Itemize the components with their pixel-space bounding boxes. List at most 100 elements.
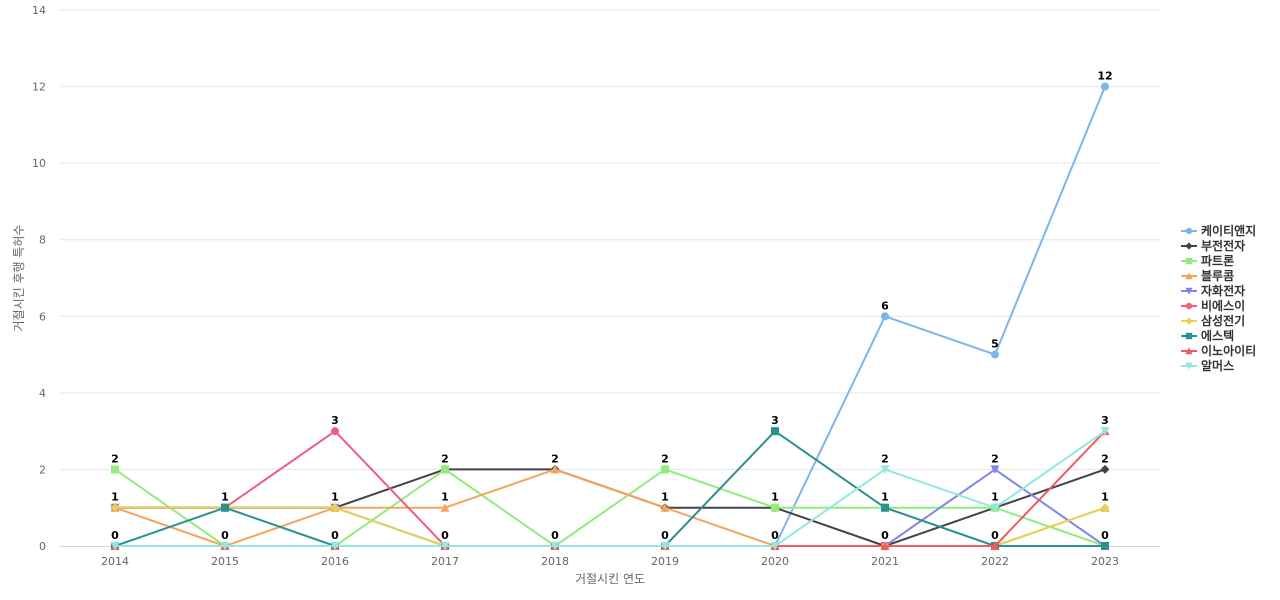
data-point (221, 503, 229, 512)
data-label: 12 (1097, 70, 1112, 83)
y-tick-label: 8 (39, 234, 46, 247)
legend-label: 비에스이 (1201, 298, 1245, 313)
x-axis-ticks: 2014 2015 2016 2017 2018 2019 2020 2021 2022 2023 (101, 555, 1119, 568)
data-label: 0 (1101, 529, 1109, 542)
data-label: 5 (991, 338, 999, 351)
data-label: 3 (1101, 414, 1109, 427)
series-line (115, 430, 1106, 547)
legend-item[interactable]: 자화전자 (1181, 283, 1245, 298)
data-label: 0 (331, 529, 339, 542)
x-axis-title: 거절시킨 연도 (575, 572, 645, 586)
data-label: 0 (441, 529, 449, 542)
legend-label: 삼성전기 (1201, 313, 1245, 328)
grid-lines (60, 9, 1160, 470)
data-label: 3 (331, 414, 339, 427)
x-tick-label: 2020 (761, 555, 789, 568)
x-tick-label: 2023 (1091, 555, 1119, 568)
data-point (661, 465, 669, 474)
data-label: 2 (661, 452, 669, 465)
data-label: 1 (991, 491, 999, 504)
x-tick-label: 2021 (871, 555, 899, 568)
series-group (110, 82, 1110, 551)
y-tick-label: 6 (39, 310, 46, 323)
legend-item[interactable]: 부전전자 (1181, 238, 1245, 253)
data-point (550, 542, 560, 551)
data-label: 2 (551, 452, 559, 465)
data-point (441, 465, 449, 474)
data-point (990, 503, 1000, 513)
data-point (770, 542, 780, 551)
data-point (881, 312, 889, 321)
x-tick-label: 2017 (431, 555, 459, 568)
legend-item[interactable]: 이노아이티 (1181, 343, 1256, 358)
data-label: 1 (331, 491, 339, 504)
data-label: 1 (1101, 491, 1109, 504)
data-point (330, 542, 340, 551)
data-point (111, 465, 119, 474)
x-tick-label: 2014 (101, 555, 129, 568)
data-label: 1 (771, 491, 779, 504)
y-tick-label: 4 (39, 387, 46, 400)
x-tick-label: 2019 (651, 555, 679, 568)
legend-label: 블루콤 (1201, 269, 1234, 283)
data-point (110, 542, 120, 551)
legend-label: 케이티앤지 (1201, 223, 1256, 238)
legend-marker (1185, 257, 1193, 265)
legend-label: 에스텍 (1201, 328, 1234, 343)
y-tick-label: 0 (39, 540, 46, 553)
legend-item[interactable]: 에스텍 (1181, 328, 1234, 343)
legend-item[interactable]: 삼성전기 (1181, 313, 1245, 328)
data-label: 3 (771, 414, 779, 427)
legend-marker (1185, 302, 1193, 310)
data-point (660, 503, 670, 512)
series-line (115, 506, 1106, 547)
data-label: 0 (991, 529, 999, 542)
data-point (990, 541, 1000, 550)
data-label: 1 (111, 491, 119, 504)
series-삼성전기 (110, 503, 1110, 551)
data-point (880, 541, 890, 550)
data-point (1101, 82, 1109, 91)
legend-item[interactable]: 케이티앤지 (1181, 223, 1256, 238)
y-axis-title: 거절시킨 후행 특허수 (11, 225, 26, 332)
data-label: 2 (881, 452, 889, 465)
data-point (990, 465, 1000, 474)
data-label: 0 (881, 529, 889, 542)
data-point (220, 542, 230, 551)
legend-marker (1185, 227, 1193, 235)
legend-marker (1185, 272, 1193, 280)
legend-item[interactable]: 비에스이 (1181, 298, 1245, 313)
legend-item[interactable]: 파트론 (1181, 253, 1234, 268)
data-point (1100, 427, 1110, 436)
legend-marker (1185, 242, 1193, 250)
data-point (550, 464, 560, 474)
data-label: 0 (661, 529, 669, 542)
data-label: 2 (111, 452, 119, 465)
legend-item[interactable]: 블루콤 (1181, 269, 1234, 283)
data-point (440, 542, 450, 551)
data-point (880, 465, 890, 474)
data-point (331, 427, 339, 436)
legend-label: 파트론 (1201, 253, 1234, 268)
data-point (330, 503, 340, 513)
data-point (1101, 542, 1109, 550)
legend-label: 이노아이티 (1201, 343, 1256, 358)
data-label: 6 (881, 299, 889, 312)
data-label: 1 (441, 491, 449, 504)
legend-marker (1185, 362, 1193, 370)
x-tick-label: 2018 (541, 555, 569, 568)
data-label: 1 (221, 491, 229, 504)
data-point (991, 350, 999, 359)
data-label: 0 (221, 529, 229, 542)
data-point (771, 427, 779, 436)
data-point (881, 503, 889, 512)
legend-label: 자화전자 (1201, 283, 1245, 298)
data-label: 0 (111, 529, 119, 542)
series-알머스 (110, 427, 1110, 551)
data-label: 0 (771, 529, 779, 542)
legend-item[interactable]: 알머스 (1181, 358, 1234, 373)
data-label: 2 (441, 452, 449, 465)
